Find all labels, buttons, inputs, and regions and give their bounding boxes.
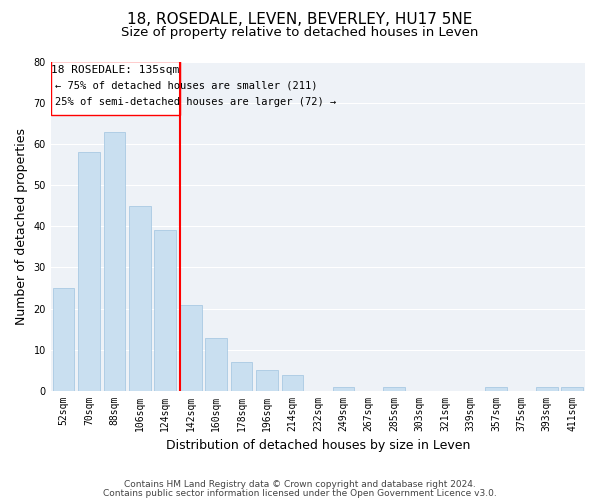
Bar [562, 387, 583, 391]
Bar [53, 288, 74, 391]
Bar [129, 206, 151, 391]
Text: Size of property relative to detached houses in Leven: Size of property relative to detached ho… [121, 26, 479, 39]
Bar [256, 370, 278, 391]
Bar [51, 62, 180, 115]
X-axis label: Distribution of detached houses by size in Leven: Distribution of detached houses by size … [166, 440, 470, 452]
Bar [231, 362, 253, 391]
Bar [154, 230, 176, 391]
Text: ← 75% of detached houses are smaller (211): ← 75% of detached houses are smaller (21… [55, 80, 317, 90]
Y-axis label: Number of detached properties: Number of detached properties [15, 128, 28, 325]
Bar [180, 304, 202, 391]
Bar [205, 338, 227, 391]
Text: Contains public sector information licensed under the Open Government Licence v3: Contains public sector information licen… [103, 488, 497, 498]
Text: 18, ROSEDALE, LEVEN, BEVERLEY, HU17 5NE: 18, ROSEDALE, LEVEN, BEVERLEY, HU17 5NE [127, 12, 473, 28]
Text: 25% of semi-detached houses are larger (72) →: 25% of semi-detached houses are larger (… [55, 96, 336, 106]
Text: Contains HM Land Registry data © Crown copyright and database right 2024.: Contains HM Land Registry data © Crown c… [124, 480, 476, 489]
Bar [281, 374, 303, 391]
Bar [78, 152, 100, 391]
Bar [536, 387, 557, 391]
Bar [104, 132, 125, 391]
Bar [485, 387, 507, 391]
Text: 18 ROSEDALE: 135sqm: 18 ROSEDALE: 135sqm [51, 65, 179, 75]
Bar [383, 387, 405, 391]
Bar [332, 387, 354, 391]
